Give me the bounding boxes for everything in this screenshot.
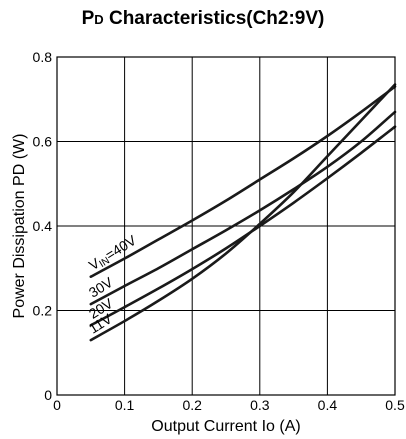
title-p: P (81, 8, 95, 29)
x-tick-label: 0 (53, 397, 61, 413)
series-line-0 (89, 85, 397, 278)
series-line-3 (89, 83, 397, 342)
grid-layer (56, 56, 396, 396)
title-rest: Characteristics(Ch2:9V) (103, 8, 325, 29)
y-tick-label: 0.6 (33, 134, 53, 150)
y-tick-label: 0.4 (33, 218, 53, 234)
y-tick-label: 0.2 (33, 303, 53, 319)
curve-layer (89, 83, 397, 342)
y-tick-label: 0 (44, 387, 52, 403)
x-tick-label: 0.2 (182, 397, 202, 413)
x-tick-label: 0.1 (115, 397, 135, 413)
chart-title: PD Characteristics(Ch2:9V) (0, 8, 406, 30)
x-tick-labels: 0 0.1 0.2 0.3 0.4 0.5 (53, 397, 405, 413)
plot-frame (56, 56, 396, 396)
series-line-1 (89, 110, 397, 306)
y-tick-labels: 0 0.2 0.4 0.6 0.8 (33, 49, 53, 403)
y-tick-label: 0.8 (33, 49, 53, 65)
x-tick-label: 0.5 (385, 397, 405, 413)
title-subscript-d: D (94, 12, 104, 27)
x-axis-label: Output Current Io (A) (151, 418, 300, 435)
x-tick-label: 0.4 (318, 397, 338, 413)
x-tick-label: 0.3 (250, 397, 270, 413)
y-axis-label: Power Dissipation PD (W) (11, 134, 28, 319)
